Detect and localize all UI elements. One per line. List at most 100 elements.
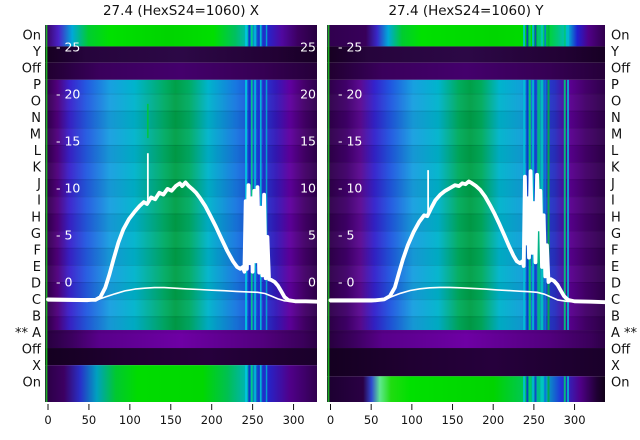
row-label-left: B: [32, 309, 41, 324]
row-label-left: On: [23, 29, 41, 44]
baseline-curve: [47, 286, 319, 303]
heatmap-row-line: [45, 282, 317, 284]
heatmap-row-shade: [327, 247, 605, 265]
row-label-right: G: [611, 227, 621, 242]
row-label-right: H: [611, 210, 621, 225]
heatmap-row-line: [45, 162, 317, 164]
row-label-left: K: [32, 161, 41, 176]
row-label-left: E: [33, 260, 41, 275]
heatmap-row-line: [45, 316, 317, 318]
heatmap-row-shade: [45, 247, 317, 265]
row-label-left: F: [34, 243, 41, 258]
heatmap-row-line: [45, 93, 317, 95]
x-tick-label: 300: [283, 413, 305, 427]
y-tick-label: - 5: [56, 228, 72, 243]
x-tick-label: 200: [482, 413, 504, 427]
row-label-right: Off: [611, 62, 631, 77]
row-label-right: I: [611, 194, 615, 209]
heatmap-row-shade: [327, 196, 605, 213]
y-tick-label-right-edge: 20: [300, 87, 316, 102]
x-tick-label: 150: [442, 413, 464, 427]
x-tick-label: 200: [201, 413, 223, 427]
heatmap-row-line: [327, 230, 605, 232]
heatmap-band: [327, 348, 605, 377]
y-tick-label: - 25: [338, 40, 362, 55]
row-label-right: E: [611, 260, 619, 275]
heatmap-row-shade: [45, 110, 317, 128]
heatmap-row-line: [45, 179, 317, 181]
heatmap-row-line: [327, 213, 605, 215]
x-tick-label: 50: [364, 413, 379, 427]
row-label-right: M: [611, 128, 622, 143]
heatmap-row-line: [327, 110, 605, 112]
row-label-right: D: [611, 276, 621, 291]
heatmap-row-shade: [327, 162, 605, 179]
x-tick-label: 50: [82, 413, 97, 427]
heatmap-row-line: [327, 162, 605, 164]
heatmap-row-shade: [45, 144, 317, 163]
heatmap-row-shade: [45, 316, 317, 334]
row-label-left: On: [23, 375, 41, 390]
heatmap-row-shade: [45, 213, 317, 231]
row-label-right: K: [611, 161, 620, 176]
row-label-left: M: [30, 128, 41, 143]
heatmap-row-line: [45, 230, 317, 232]
row-label-left: L: [34, 144, 42, 159]
heatmap-row-shade: [327, 316, 605, 334]
y-tick-label: - 0: [338, 275, 354, 290]
heatmap-row-line: [327, 179, 605, 181]
row-label-right: L: [611, 144, 619, 159]
heatmap-row-shade: [327, 128, 605, 145]
row-label-right: On: [611, 375, 629, 390]
row-label-left: C: [32, 293, 41, 308]
row-label-left: X: [32, 359, 41, 374]
y-tick-label: - 20: [56, 87, 80, 102]
baseline-curve: [329, 286, 607, 304]
row-label-right: On: [611, 29, 629, 44]
heatmap-band: [327, 25, 605, 47]
y-tick-label: - 15: [338, 134, 362, 149]
heatmap-band: [45, 365, 317, 402]
row-label-right: F: [611, 243, 618, 258]
row-label-left: ** A: [15, 326, 41, 341]
y-tick-label: - 25: [56, 40, 80, 55]
y-tick-label: - 5: [338, 228, 354, 243]
y-tick-label: - 10: [338, 181, 362, 196]
heatmap-row-line: [327, 282, 605, 284]
row-label-right: Y: [610, 45, 619, 60]
heatmap-row-shade: [45, 179, 317, 197]
y-tick-label: - 15: [56, 134, 80, 149]
heatmap-row-shade: [327, 231, 605, 248]
heatmap-row-shade: [327, 265, 605, 282]
heatmap-row-shade: [327, 213, 605, 231]
heatmap-band: [327, 330, 605, 349]
heatmap-row-shade: [327, 110, 605, 128]
right-panel-title: 27.4 (HexS24=1060) Y: [388, 3, 544, 19]
heatmap-band: [45, 62, 317, 80]
row-label-right: N: [611, 111, 621, 126]
y-tick-label-right-edge: 15: [300, 134, 316, 149]
heatmap-row-shade: [45, 94, 317, 111]
row-label-right: X: [611, 359, 620, 374]
heatmap-row-shade: [327, 94, 605, 111]
y-tick-label-right-edge: 0: [308, 275, 316, 290]
heatmap-band: [45, 46, 317, 63]
heatmap-row-line: [327, 144, 605, 146]
heatmap-row-line: [45, 196, 317, 198]
y-tick-label-right-edge: 25: [300, 40, 316, 55]
row-label-left: O: [31, 95, 41, 110]
heatmap-row-line: [327, 196, 605, 198]
heatmap-row-shade: [45, 231, 317, 248]
heatmap-band: [327, 46, 605, 63]
heatmap-row-shade: [45, 128, 317, 145]
row-label-left: P: [33, 78, 41, 93]
y-tick-label-right-edge: 5: [308, 228, 316, 243]
heatmap-row-line: [327, 247, 605, 249]
row-label-right: C: [611, 293, 620, 308]
heatmap-row-shade: [45, 265, 317, 282]
row-label-right: O: [611, 95, 621, 110]
heatmap-row-line: [45, 110, 317, 112]
row-label-left: G: [31, 227, 41, 242]
x-tick-label: 150: [160, 413, 182, 427]
